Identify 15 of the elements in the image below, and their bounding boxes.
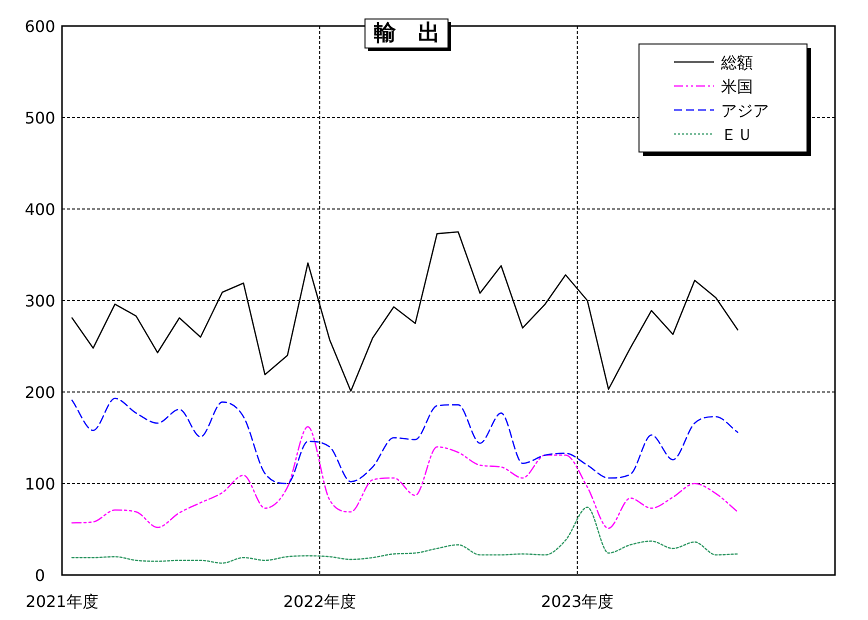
- x-tick-label: 2021年度: [26, 592, 98, 611]
- x-tick-label: 2022年度: [283, 592, 356, 611]
- legend-label: アジア: [721, 101, 769, 120]
- y-tick-label: 400: [24, 200, 56, 219]
- legend-label: 総額: [720, 53, 753, 72]
- y-tick-label: 300: [24, 292, 56, 310]
- legend-label: ＥＵ: [721, 125, 753, 144]
- legend-label: 米国: [721, 77, 753, 96]
- y-tick-label: 600: [24, 17, 56, 36]
- y-tick-label: 500: [24, 108, 56, 128]
- chart-title: 輸 出: [373, 21, 440, 46]
- y-tick-label: 0: [34, 566, 46, 585]
- y-tick-label: 100: [24, 474, 56, 494]
- y-tick-label: 200: [24, 383, 56, 402]
- x-tick-label: 2023年度: [540, 592, 614, 611]
